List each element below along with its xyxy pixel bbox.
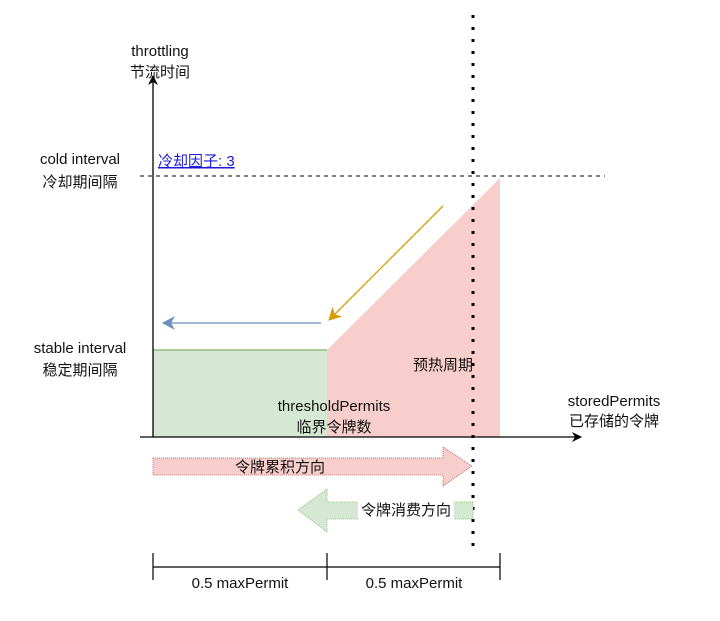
y-axis-label-zh: 节流时间 (130, 64, 190, 81)
y-axis-label-en: throttling (131, 43, 189, 60)
dimension-right-label: 0.5 maxPermit (366, 575, 464, 592)
cold-interval-label-en: cold interval (40, 151, 120, 168)
cold-interval-label-zh: 冷却期间隔 (42, 174, 117, 191)
stable-region (153, 350, 327, 437)
stable-interval-label-en: stable interval (34, 340, 127, 357)
x-axis-label-zh: 已存储的令牌 (569, 413, 659, 430)
accumulate-arrow (152, 446, 473, 487)
threshold-label-zh: 临界令牌数 (296, 419, 371, 436)
cold-factor-link[interactable]: 冷却因子: 3 (158, 153, 235, 170)
threshold-label-en: thresholdPermits (278, 398, 391, 415)
warmup-label: 预热周期 (413, 357, 473, 374)
stable-interval-label-zh: 稳定期间隔 (42, 362, 117, 379)
dimension-line (152, 553, 501, 580)
warmup-direction-arrow (328, 205, 444, 321)
consume-direction-label: 令牌消费方向 (361, 502, 451, 519)
dimension-left-label: 0.5 maxPermit (192, 575, 290, 592)
x-axis-label-en: storedPermits (568, 393, 661, 410)
warmup-region (327, 178, 500, 437)
accumulate-direction-label: 令牌累积方向 (235, 459, 325, 476)
